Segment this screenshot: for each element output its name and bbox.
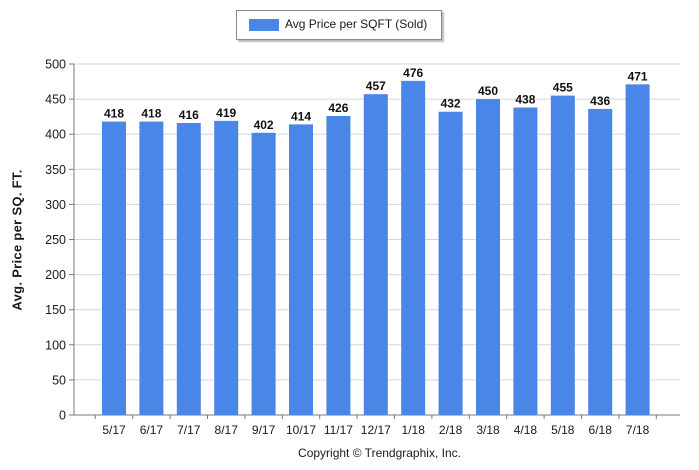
- bar: [326, 115, 351, 415]
- data-label: 432: [441, 97, 461, 111]
- x-tick-label: 11/17: [324, 423, 353, 437]
- y-tick-label: 500: [45, 58, 66, 72]
- x-tick-label: 2/18: [439, 423, 463, 437]
- y-tick-label: 300: [45, 198, 66, 212]
- data-label: 438: [515, 93, 535, 107]
- x-tick-label: 3/18: [476, 423, 500, 437]
- legend-label: Avg Price per SQFT (Sold): [285, 17, 428, 31]
- y-tick-label: 250: [45, 233, 66, 247]
- data-label: 418: [141, 107, 161, 121]
- legend-swatch: [249, 19, 279, 31]
- bar: [476, 99, 500, 415]
- bar: [363, 94, 388, 415]
- x-tick-label: 1/18: [402, 423, 426, 437]
- bar: [550, 95, 575, 415]
- y-tick-label: 50: [52, 373, 66, 387]
- x-tick-label: 6/17: [140, 423, 164, 437]
- bar: [588, 108, 613, 415]
- bar: [176, 122, 201, 415]
- copyright-text: Copyright © Trendgraphix, Inc.: [298, 446, 461, 460]
- x-tick-label: 6/18: [589, 423, 613, 437]
- tick-labels: 0 50 100 150 200 250 300 350 400 450 500 5/17 6/17 7/…: [45, 58, 649, 438]
- data-label: 426: [328, 101, 348, 115]
- x-tick-label: 5/18: [551, 423, 575, 437]
- x-tick-label: 9/17: [252, 423, 276, 437]
- x-tick-label: 4/18: [514, 423, 538, 437]
- data-label: 455: [553, 81, 573, 95]
- x-tick-label: 8/17: [215, 423, 239, 437]
- data-label: 416: [179, 108, 199, 122]
- data-label: 476: [403, 66, 423, 80]
- x-tick-label: 7/17: [177, 423, 201, 437]
- bar: [102, 121, 126, 416]
- bar: [289, 124, 313, 415]
- x-tick-label: 12/17: [361, 423, 391, 437]
- x-tick-label: 5/17: [102, 423, 126, 437]
- data-label: 414: [291, 109, 311, 123]
- data-label: 418: [104, 107, 124, 121]
- y-tick-label: 100: [45, 338, 66, 352]
- bar: [513, 107, 538, 416]
- bar: [438, 111, 463, 416]
- data-label: 402: [254, 118, 274, 132]
- y-tick-label: 150: [45, 303, 66, 317]
- bar: [214, 120, 239, 415]
- x-tick-label: 7/18: [626, 423, 650, 437]
- data-label: 457: [366, 79, 386, 93]
- y-tick-label: 450: [45, 93, 66, 107]
- data-label: 419: [216, 106, 236, 120]
- bar: [139, 121, 164, 416]
- y-tick-label: 0: [59, 409, 66, 423]
- y-tick-label: 400: [45, 128, 66, 142]
- data-label: 436: [590, 94, 610, 108]
- y-tick-label: 200: [45, 268, 66, 282]
- data-labels: 418 418 416 419 402 414 426 457 476 432 450 438 455 4…: [104, 66, 648, 132]
- x-tick-label: 10/17: [286, 423, 316, 437]
- bar: [625, 84, 650, 415]
- bar: [401, 80, 426, 416]
- bars: [102, 80, 650, 416]
- bar: [251, 132, 276, 415]
- data-label: 450: [478, 84, 498, 98]
- data-label: 471: [628, 69, 648, 83]
- legend: Avg Price per SQFT (Sold): [236, 10, 442, 40]
- y-tick-label: 350: [45, 163, 66, 177]
